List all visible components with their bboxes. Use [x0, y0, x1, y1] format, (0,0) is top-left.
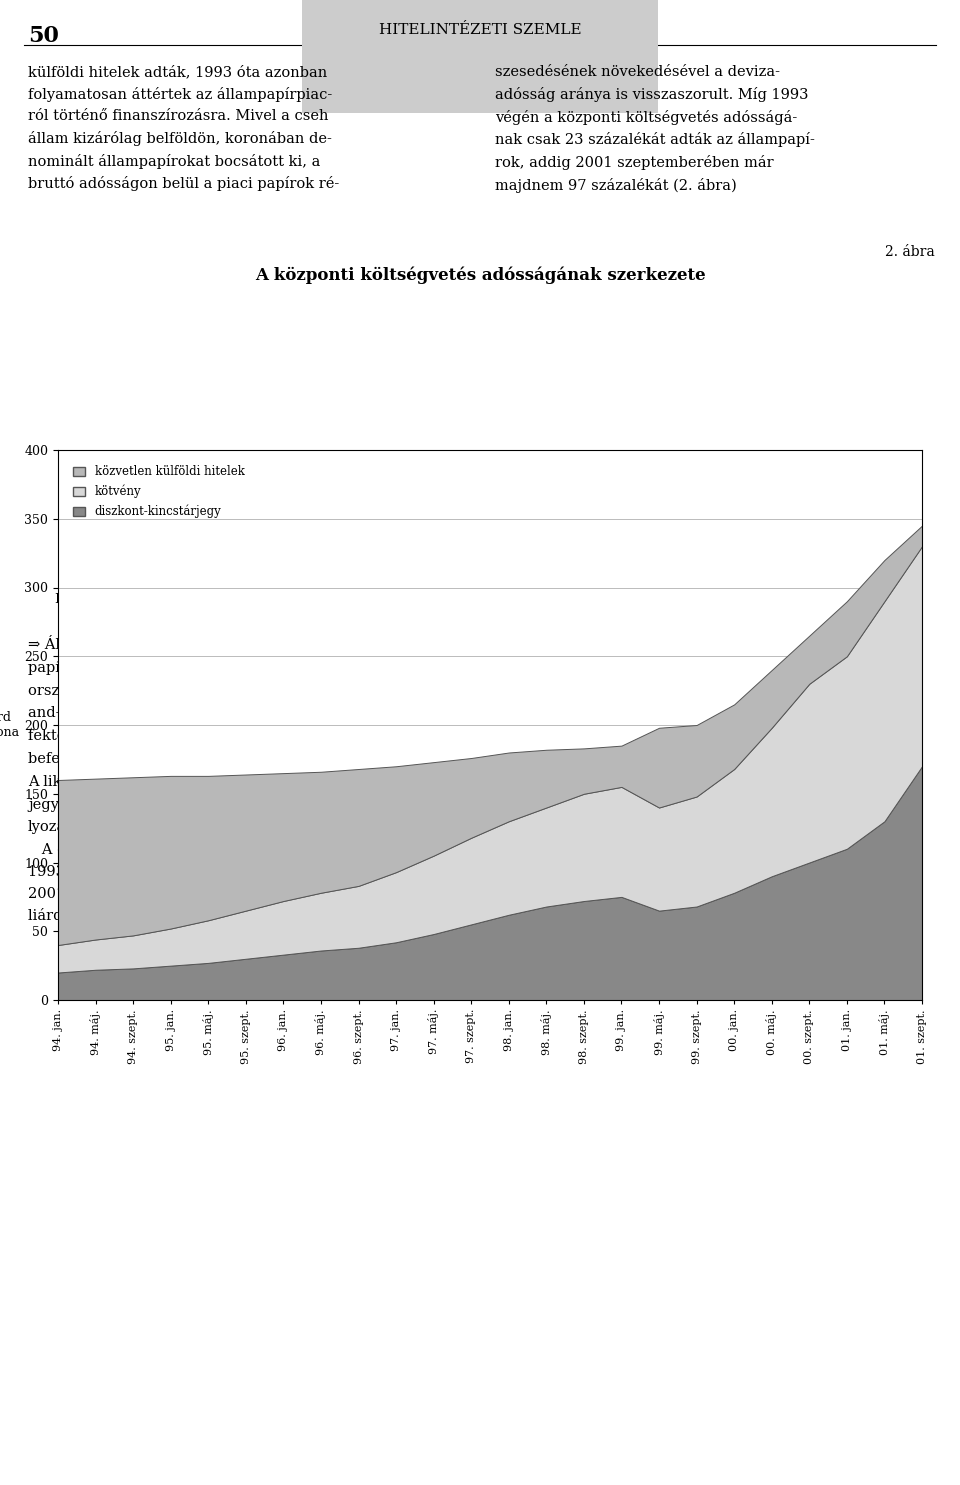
Text: A központi költségvetés adósságának szerkezete: A központi költségvetés adósságának szer…	[254, 267, 706, 285]
Text: Forrás: Pénzügyminisztérium: Forrás: Pénzügyminisztérium	[55, 593, 252, 606]
Text: ⇒ Általános jellemzők. A cseh állam-
papírpiac a legkevésbé likvid a CEE-3
orszá: ⇒ Általános jellemzők. A cseh állam- pap…	[28, 636, 343, 922]
Legend: közvetlen külföldi hitelek, kötvény, diszkont-kincstárjegy: közvetlen külföldi hitelek, kötvény, dis…	[64, 456, 253, 527]
Text: 2. ábra: 2. ábra	[885, 245, 935, 258]
Text: külföldi hitelek adták, 1993 óta azonban
folyamatosan áttértek az állampapírpiac: külföldi hitelek adták, 1993 óta azonban…	[28, 65, 339, 192]
Text: gyel piactól eltérően ugyanakkor a kinn-
levő állomány több mint felét a diszkon: gyel piactól eltérően ugyanakkor a kinn-…	[495, 636, 814, 919]
Y-axis label: Mrd
korona: Mrd korona	[0, 711, 19, 740]
Text: szesedésének növekedésével a deviza-
adósság aránya is visszaszorult. Míg 1993
v: szesedésének növekedésével a deviza- adó…	[495, 65, 815, 193]
Text: HITELINTÉZETI SZEMLE: HITELINTÉZETI SZEMLE	[378, 22, 582, 37]
Text: 50: 50	[28, 25, 59, 48]
